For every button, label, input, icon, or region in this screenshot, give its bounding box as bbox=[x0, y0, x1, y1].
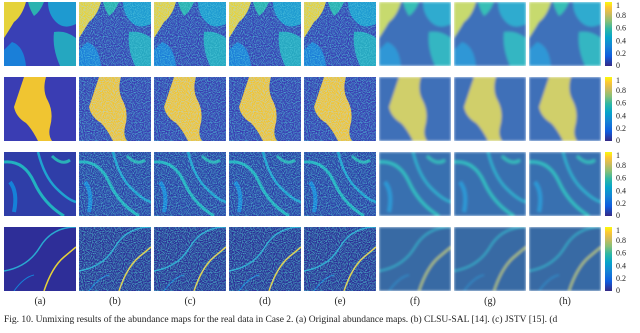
abundance-map bbox=[529, 77, 601, 141]
colorbar-tick-label: 0.6 bbox=[616, 249, 626, 258]
colorbar-tick-label: 0 bbox=[616, 286, 620, 295]
colorbar-tick-label: 0.4 bbox=[616, 36, 626, 45]
abundance-map bbox=[229, 227, 301, 291]
colorbar-tick-label: 0.2 bbox=[616, 274, 626, 283]
colorbar-tick-label: 1 bbox=[616, 226, 620, 235]
colorbar-tick-label: 0.6 bbox=[616, 24, 626, 33]
abundance-map bbox=[4, 2, 76, 66]
colorbar-tick-label: 0.4 bbox=[616, 261, 626, 270]
colorbar-tick-label: 0.2 bbox=[616, 49, 626, 58]
abundance-map bbox=[4, 227, 76, 291]
abundance-map bbox=[4, 77, 76, 141]
colorbar-tick-label: 0.6 bbox=[616, 174, 626, 183]
colorbar-tick-label: 0.6 bbox=[616, 99, 626, 108]
colorbar-tick-label: 0 bbox=[616, 136, 620, 145]
panel-label: (c) bbox=[184, 296, 195, 307]
colorbar-tick-label: 1 bbox=[616, 151, 620, 160]
abundance-map bbox=[379, 77, 451, 141]
abundance-map bbox=[154, 77, 226, 141]
abundance-map bbox=[154, 152, 226, 216]
abundance-map bbox=[529, 2, 601, 66]
abundance-map bbox=[454, 152, 526, 216]
colorbar bbox=[605, 227, 612, 291]
panel-label: (d) bbox=[259, 296, 271, 307]
abundance-map bbox=[379, 152, 451, 216]
colorbar-tick-label: 0.8 bbox=[616, 161, 626, 170]
colorbar-tick-label: 0 bbox=[616, 61, 620, 70]
colorbar-tick-label: 0.2 bbox=[616, 124, 626, 133]
colorbar-tick-label: 0.8 bbox=[616, 86, 626, 95]
abundance-map bbox=[379, 227, 451, 291]
colorbar-tick-label: 0.8 bbox=[616, 236, 626, 245]
abundance-map bbox=[229, 2, 301, 66]
abundance-map bbox=[79, 77, 151, 141]
abundance-map bbox=[229, 77, 301, 141]
abundance-map bbox=[454, 77, 526, 141]
abundance-map bbox=[229, 152, 301, 216]
abundance-map bbox=[304, 152, 376, 216]
panel-label: (a) bbox=[34, 296, 45, 307]
panel-label: (e) bbox=[334, 296, 345, 307]
abundance-map bbox=[4, 152, 76, 216]
colorbar-tick-label: 0.4 bbox=[616, 186, 626, 195]
panel-label: (f) bbox=[410, 296, 420, 307]
abundance-map bbox=[454, 227, 526, 291]
abundance-map bbox=[529, 227, 601, 291]
colorbar bbox=[605, 77, 612, 141]
panel-label: (h) bbox=[559, 296, 571, 307]
abundance-map bbox=[79, 227, 151, 291]
abundance-map bbox=[379, 2, 451, 66]
colorbar-tick-label: 0.8 bbox=[616, 11, 626, 20]
abundance-map bbox=[154, 2, 226, 66]
abundance-map bbox=[304, 2, 376, 66]
caption: Fig. 10. Unmixing results of the abundan… bbox=[4, 314, 557, 325]
panel-label: (b) bbox=[109, 296, 121, 307]
abundance-map bbox=[154, 227, 226, 291]
colorbar-tick-label: 0 bbox=[616, 211, 620, 220]
panel-label: (g) bbox=[484, 296, 496, 307]
colorbar-tick-label: 1 bbox=[616, 1, 620, 10]
abundance-map bbox=[304, 227, 376, 291]
colorbar bbox=[605, 152, 612, 216]
abundance-map bbox=[79, 152, 151, 216]
abundance-map bbox=[529, 152, 601, 216]
abundance-map bbox=[304, 77, 376, 141]
abundance-map bbox=[79, 2, 151, 66]
colorbar-tick-label: 0.4 bbox=[616, 111, 626, 120]
colorbar-tick-label: 1 bbox=[616, 76, 620, 85]
colorbar bbox=[605, 2, 612, 66]
abundance-map bbox=[454, 2, 526, 66]
colorbar-tick-label: 0.2 bbox=[616, 199, 626, 208]
